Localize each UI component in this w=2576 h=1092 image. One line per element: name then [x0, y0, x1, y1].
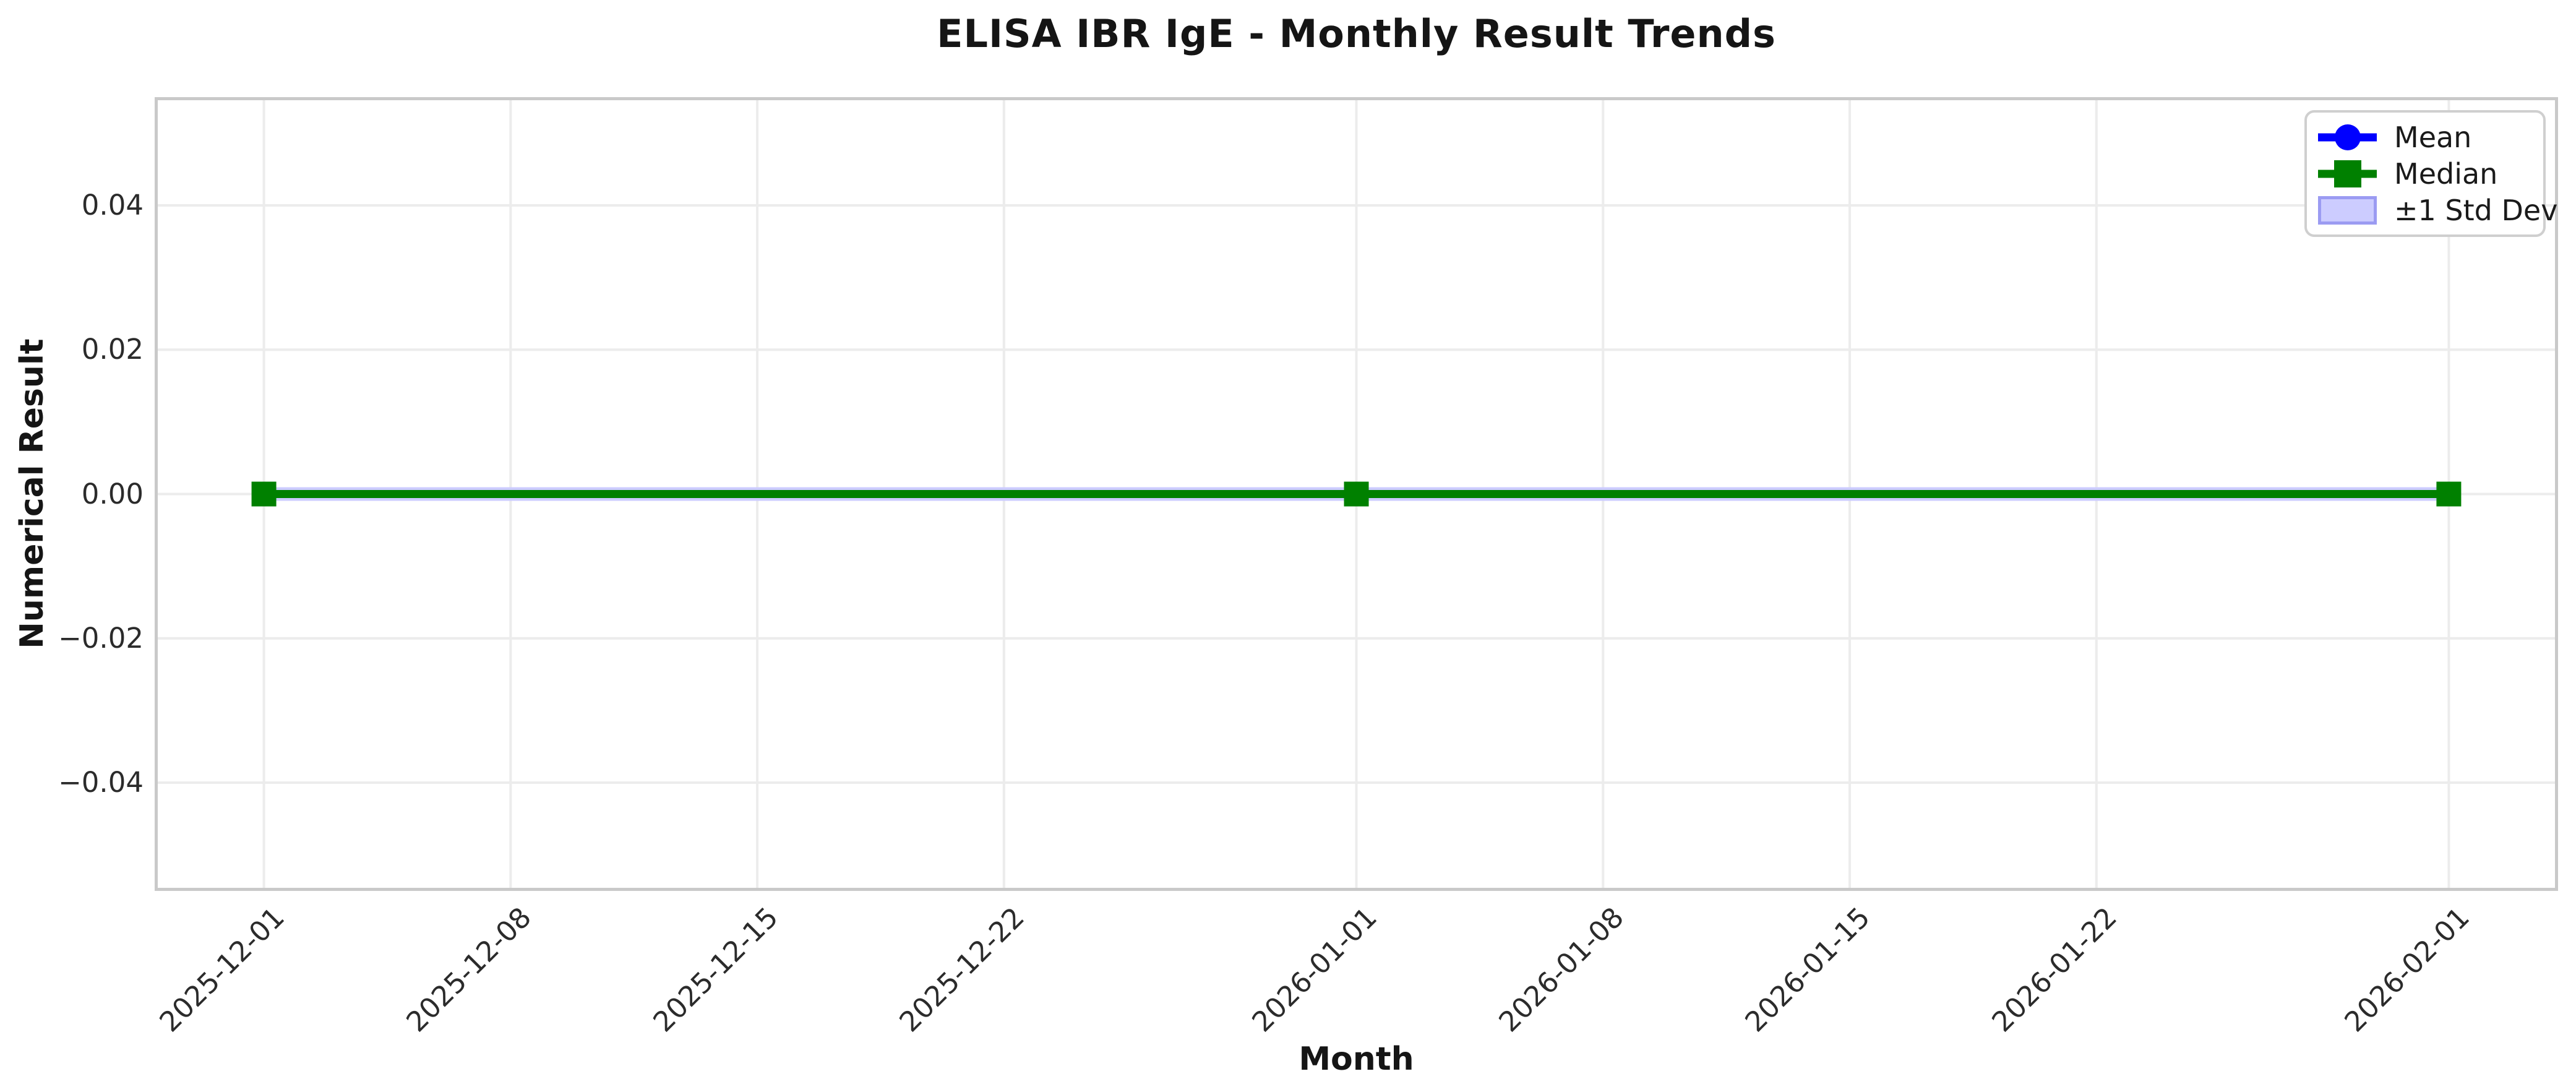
stddev-band-swatch-icon	[2318, 195, 2377, 226]
chart-title: ELISA IBR IgE - Monthly Result Trends	[937, 11, 1776, 56]
x-tick-label: 2026-01-15	[1738, 900, 1877, 1039]
x-axis-label: Month	[1299, 1041, 1414, 1078]
y-tick-label: 0.04	[81, 188, 144, 221]
y-axis-label: Numerical Result	[14, 338, 51, 649]
legend-item-median: Median	[2318, 157, 2532, 191]
median-marker	[2436, 481, 2462, 507]
x-tick-label: 2026-01-22	[1985, 900, 2124, 1039]
x-tick-label: 2025-12-15	[646, 900, 784, 1039]
median-line-marker-icon	[2318, 158, 2377, 189]
legend-label-stddev: ±1 Std Dev	[2394, 193, 2558, 227]
y-tick-label: −0.02	[58, 621, 144, 655]
x-tick-label: 2025-12-22	[893, 900, 1031, 1039]
legend: Mean Median ±1 Std Dev	[2304, 110, 2557, 237]
legend-label-mean: Mean	[2394, 120, 2472, 154]
plot-area	[155, 97, 2558, 891]
x-tick-label: 2025-12-08	[400, 900, 538, 1039]
legend-item-stddev: ±1 Std Dev	[2318, 194, 2557, 227]
plot-svg	[155, 97, 2558, 891]
legend-item-mean: Mean	[2318, 121, 2532, 154]
x-tick-label: 2025-12-01	[153, 900, 291, 1039]
x-tick-label: 2026-02-01	[2338, 900, 2476, 1039]
plot-spines	[155, 97, 2558, 891]
median-marker	[1344, 481, 1369, 507]
y-tick-label: −0.04	[58, 766, 144, 799]
legend-label-median: Median	[2394, 157, 2498, 191]
y-tick-label: 0.00	[81, 477, 144, 510]
x-tick-label: 2026-01-01	[1245, 900, 1383, 1039]
x-tick-label: 2026-01-08	[1492, 900, 1630, 1039]
y-tick-label: 0.02	[81, 333, 144, 366]
mean-line-marker-icon	[2318, 122, 2377, 153]
median-marker	[251, 481, 277, 507]
